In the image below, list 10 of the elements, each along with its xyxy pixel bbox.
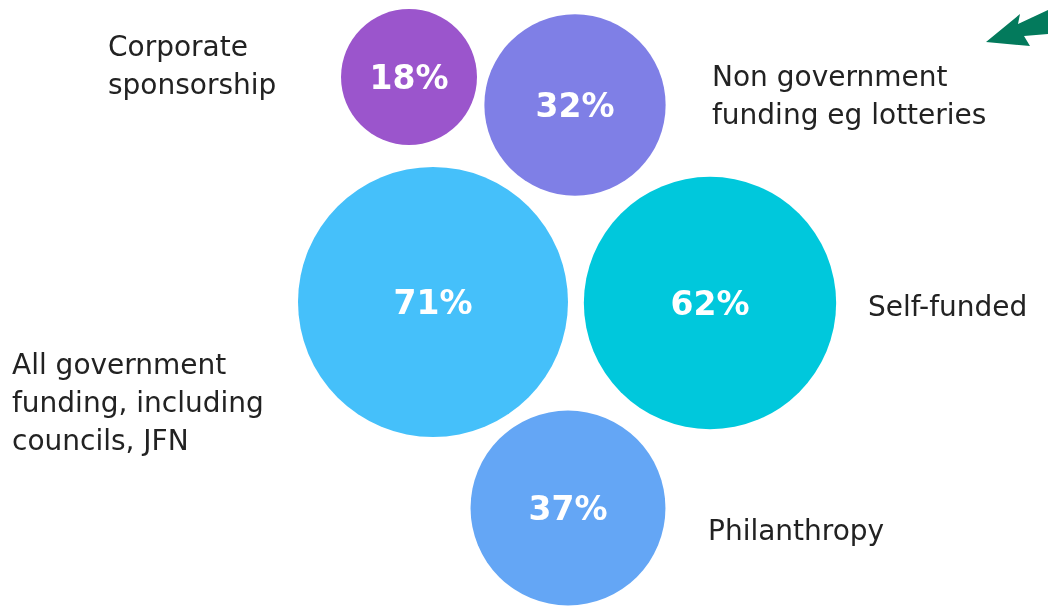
category-label: All government funding, including councils, JFN (12, 347, 265, 459)
category-label: Corporate sponsorship (108, 29, 278, 103)
data-label: 32% (535, 85, 615, 125)
category-label: Self-funded (868, 289, 1029, 325)
data-label: 62% (670, 283, 750, 323)
category-label: Non government funding eg lotteries (712, 59, 988, 133)
data-label: 37% (528, 488, 608, 528)
category-label: Philanthropy (708, 513, 886, 549)
data-label: 18% (369, 57, 449, 97)
data-label: 71% (393, 282, 473, 322)
